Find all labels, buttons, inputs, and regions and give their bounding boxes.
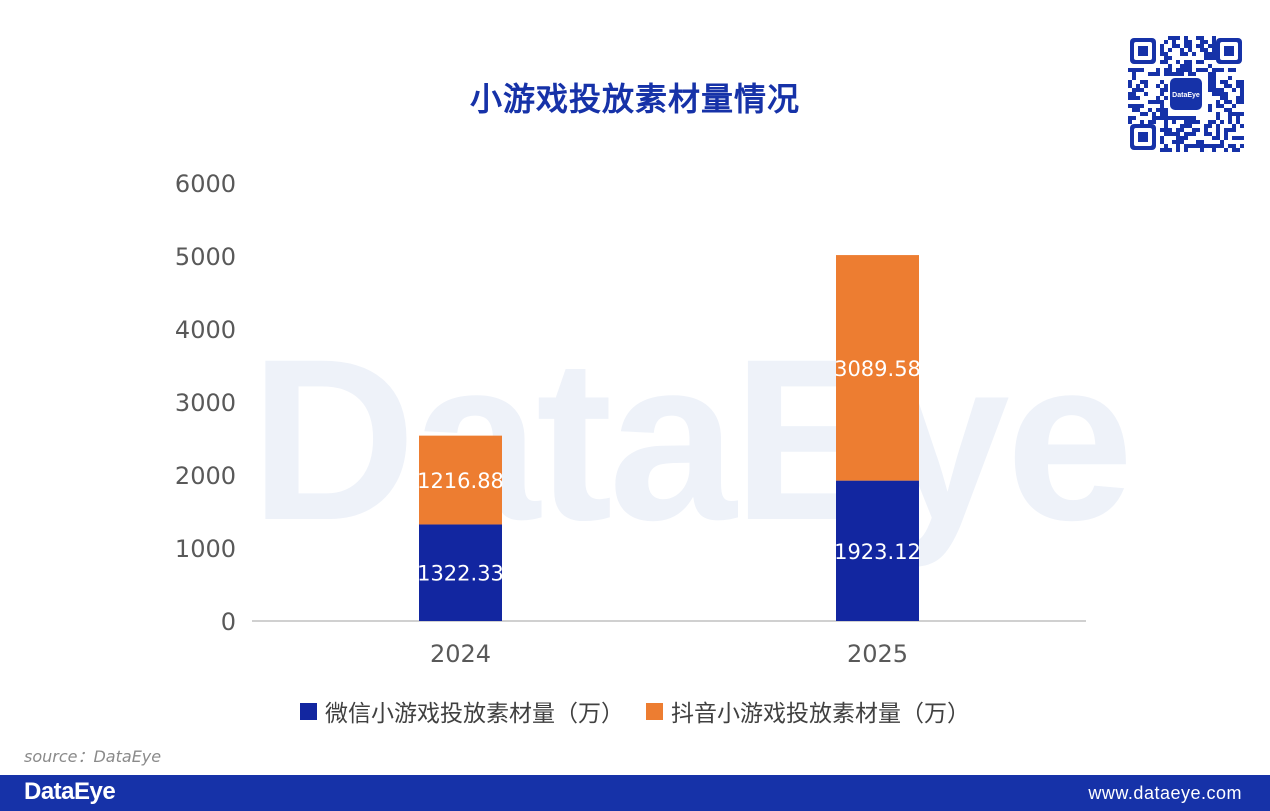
legend-item-wechat: 微信小游戏投放素材量（万） — [300, 694, 624, 728]
y-tick-label: 6000 — [175, 170, 236, 198]
legend-item-douyin: 抖音小游戏投放素材量（万） — [646, 694, 970, 728]
y-tick-label: 5000 — [175, 243, 236, 271]
x-tick-label: 2024 — [430, 640, 491, 668]
legend: 微信小游戏投放素材量（万） 抖音小游戏投放素材量（万） — [0, 694, 1270, 728]
legend-swatch-douyin — [646, 702, 663, 720]
footer-url[interactable]: www.dataeye.com — [1088, 783, 1242, 803]
footer-logo: DataEye — [24, 778, 116, 805]
bar-wechat-2024 — [419, 524, 502, 621]
y-tick-label: 0 — [221, 608, 236, 636]
legend-label-douyin: 抖音小游戏投放素材量（万） — [671, 701, 970, 727]
source-note: source：DataEye — [24, 747, 162, 766]
qr-code-icon: DataEye — [1128, 36, 1244, 152]
watermark: DataEye — [250, 311, 1134, 568]
footer-bar: DataEye www.dataeye.com — [0, 775, 1270, 811]
data-label: 1923.12 — [834, 540, 921, 564]
bar-douyin-2025 — [836, 255, 919, 481]
x-tick-label: 2025 — [847, 640, 908, 668]
data-label: 3089.58 — [834, 357, 921, 381]
bar-wechat-2025 — [836, 480, 919, 621]
chart-title: 小游戏投放素材量情况 — [469, 80, 800, 118]
bar-douyin-2024 — [419, 435, 502, 525]
legend-swatch-wechat — [300, 702, 317, 720]
legend-label-wechat: 微信小游戏投放素材量（万） — [325, 701, 624, 727]
y-tick-label: 4000 — [175, 316, 236, 344]
y-tick-label: 2000 — [175, 462, 236, 490]
qr-code: DataEye — [1128, 36, 1244, 152]
y-tick-label: 1000 — [175, 535, 236, 563]
y-tick-label: 3000 — [175, 389, 236, 417]
qr-badge: DataEye — [1172, 92, 1200, 99]
data-label: 1216.88 — [417, 469, 504, 493]
data-label: 1322.33 — [417, 562, 504, 586]
stacked-bar-chart: 0 1000 2000 3000 4000 5000 6000 1322.33 1216.88 2… — [175, 170, 1086, 668]
